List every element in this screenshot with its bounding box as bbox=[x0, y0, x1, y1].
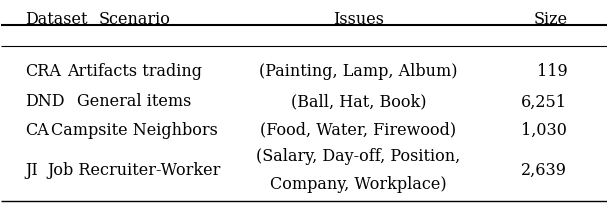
Text: CRA: CRA bbox=[26, 63, 61, 80]
Text: Issues: Issues bbox=[333, 11, 384, 28]
Text: JI: JI bbox=[26, 162, 38, 179]
Text: DND: DND bbox=[26, 93, 65, 111]
Text: 6,251: 6,251 bbox=[521, 93, 567, 111]
Text: (Painting, Lamp, Album): (Painting, Lamp, Album) bbox=[259, 63, 458, 80]
Text: General items: General items bbox=[77, 93, 192, 111]
Text: Campsite Neighbors: Campsite Neighbors bbox=[51, 122, 218, 139]
Text: Company, Workplace): Company, Workplace) bbox=[270, 176, 447, 193]
Text: (Food, Water, Firewood): (Food, Water, Firewood) bbox=[260, 122, 457, 139]
Text: Job Recruiter-Worker: Job Recruiter-Worker bbox=[48, 162, 221, 179]
Text: Artifacts trading: Artifacts trading bbox=[67, 63, 202, 80]
Text: Scenario: Scenario bbox=[98, 11, 170, 28]
Text: CA: CA bbox=[26, 122, 49, 139]
Text: 119: 119 bbox=[536, 63, 567, 80]
Text: (Salary, Day-off, Position,: (Salary, Day-off, Position, bbox=[257, 148, 461, 165]
Text: 1,030: 1,030 bbox=[522, 122, 567, 139]
Text: Dataset: Dataset bbox=[26, 11, 88, 28]
Text: 2,639: 2,639 bbox=[521, 162, 567, 179]
Text: (Ball, Hat, Book): (Ball, Hat, Book) bbox=[291, 93, 426, 111]
Text: Size: Size bbox=[533, 11, 567, 28]
